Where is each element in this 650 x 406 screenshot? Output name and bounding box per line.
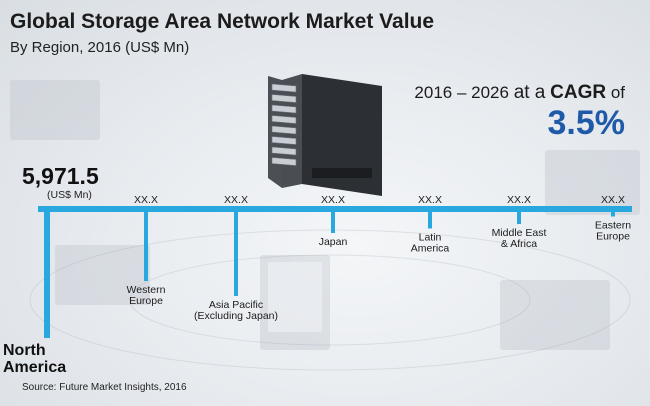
region-label: America <box>411 243 450 255</box>
region-marker <box>516 206 522 212</box>
region-label: America <box>3 359 66 376</box>
value-label: XX.X <box>321 194 345 206</box>
region-label: Japan <box>319 236 348 248</box>
region-bar <box>428 209 432 229</box>
region-label: North <box>3 342 46 359</box>
server-drive-bay <box>271 94 297 103</box>
chart-subtitle: By Region, 2016 (US$ Mn) <box>10 39 190 56</box>
region-label: Asia Pacific <box>209 299 263 311</box>
source-note: Source: Future Market Insights, 2016 <box>22 382 187 393</box>
region-bar <box>44 209 50 338</box>
region-label: Western <box>127 284 166 296</box>
region-bar <box>331 209 335 233</box>
cagr-suffix: of <box>610 83 625 102</box>
server-rack-icon <box>268 74 382 196</box>
region-bar <box>234 209 238 296</box>
region-label: Europe <box>129 295 163 307</box>
value-label: XX.X <box>601 194 625 206</box>
region-label: (Excluding Japan) <box>194 310 278 322</box>
server-drive-bay <box>271 146 297 156</box>
region-label: Latin <box>419 232 442 244</box>
server-drive-bay <box>271 83 297 93</box>
server-drive-bay <box>271 115 297 124</box>
region-marker <box>233 206 239 212</box>
region-bar <box>611 209 615 217</box>
server-drive-bay <box>271 157 297 166</box>
chart-title: Global Storage Area Network Market Value <box>10 10 435 33</box>
cagr-statement: 2016 – 2026 at a CAGR of <box>414 82 625 104</box>
highlight-unit: (US$ Mn) <box>47 189 92 201</box>
region-marker <box>330 206 336 212</box>
server-drive-bay <box>271 125 297 135</box>
value-label: XX.X <box>507 194 531 206</box>
value-label: XX.X <box>134 194 158 206</box>
value-label: XX.X <box>224 194 248 206</box>
region-label: Europe <box>596 231 630 243</box>
region-marker <box>610 206 616 212</box>
region-label: Middle East <box>492 227 547 239</box>
region-bar <box>144 209 148 281</box>
highlight-value: 5,971.5 <box>22 163 99 189</box>
server-drive-bay <box>271 104 297 114</box>
region-label: & Africa <box>501 238 537 250</box>
region-marker <box>427 206 433 212</box>
cagr-period: 2016 – 2026 <box>414 83 509 102</box>
cagr-word: CAGR <box>550 82 607 103</box>
server-drive-bay <box>271 136 297 145</box>
region-label: Eastern <box>595 220 631 232</box>
cagr-middle-text: at a <box>513 82 546 103</box>
cagr-value: 3.5% <box>547 104 626 142</box>
value-label: XX.X <box>418 194 442 206</box>
region-bar <box>517 209 521 224</box>
region-marker <box>143 206 149 212</box>
